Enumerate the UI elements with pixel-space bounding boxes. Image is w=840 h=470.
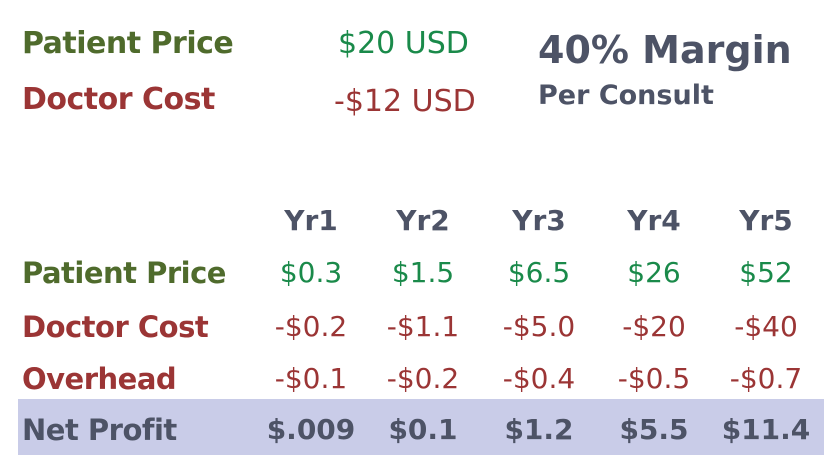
row-label-overhead: Overhead xyxy=(22,362,177,396)
margin-subtitle: Per Consult xyxy=(538,80,714,111)
overhead-yr4: -$0.5 xyxy=(617,362,691,395)
net-profit-yr3: $1.2 xyxy=(504,413,574,446)
patient-price-yr2: $1.5 xyxy=(391,256,455,289)
overhead-yr1: -$0.1 xyxy=(274,362,348,395)
net-profit-yr2: $0.1 xyxy=(388,413,458,446)
patient-price-yr3: $6.5 xyxy=(507,256,571,289)
doctor-cost-yr4: -$20 xyxy=(622,310,686,343)
overhead-yr5: -$0.7 xyxy=(729,362,803,395)
summary-doctor-cost-value: -$12 USD xyxy=(334,84,476,119)
patient-price-yr1: $0.3 xyxy=(279,256,343,289)
doctor-cost-yr5: -$40 xyxy=(734,310,798,343)
doctor-cost-yr3: -$5.0 xyxy=(502,310,576,343)
summary-patient-price-label: Patient Price xyxy=(22,26,234,61)
row-label-doctor-cost: Doctor Cost xyxy=(22,310,209,344)
doctor-cost-yr2: -$1.1 xyxy=(386,310,460,343)
summary-patient-price-value: $20 USD xyxy=(338,26,469,61)
patient-price-yr5: $52 xyxy=(739,256,793,289)
doctor-cost-yr1: -$0.2 xyxy=(274,310,348,343)
row-label-net-profit: Net Profit xyxy=(22,413,177,447)
header-yr1: Yr1 xyxy=(284,204,338,237)
header-yr4: Yr4 xyxy=(627,204,681,237)
patient-price-yr4: $26 xyxy=(627,256,681,289)
net-profit-yr5: $11.4 xyxy=(721,413,811,446)
overhead-yr3: -$0.4 xyxy=(502,362,576,395)
header-yr5: Yr5 xyxy=(739,204,793,237)
net-profit-highlight-band xyxy=(18,399,824,455)
summary-doctor-cost-label: Doctor Cost xyxy=(22,82,215,117)
net-profit-yr4: $5.5 xyxy=(619,413,689,446)
overhead-yr2: -$0.2 xyxy=(386,362,460,395)
net-profit-yr1: $.009 xyxy=(266,413,356,446)
row-label-patient-price: Patient Price xyxy=(22,256,226,290)
margin-title: 40% Margin xyxy=(538,28,792,72)
header-yr3: Yr3 xyxy=(512,204,566,237)
header-yr2: Yr2 xyxy=(396,204,450,237)
